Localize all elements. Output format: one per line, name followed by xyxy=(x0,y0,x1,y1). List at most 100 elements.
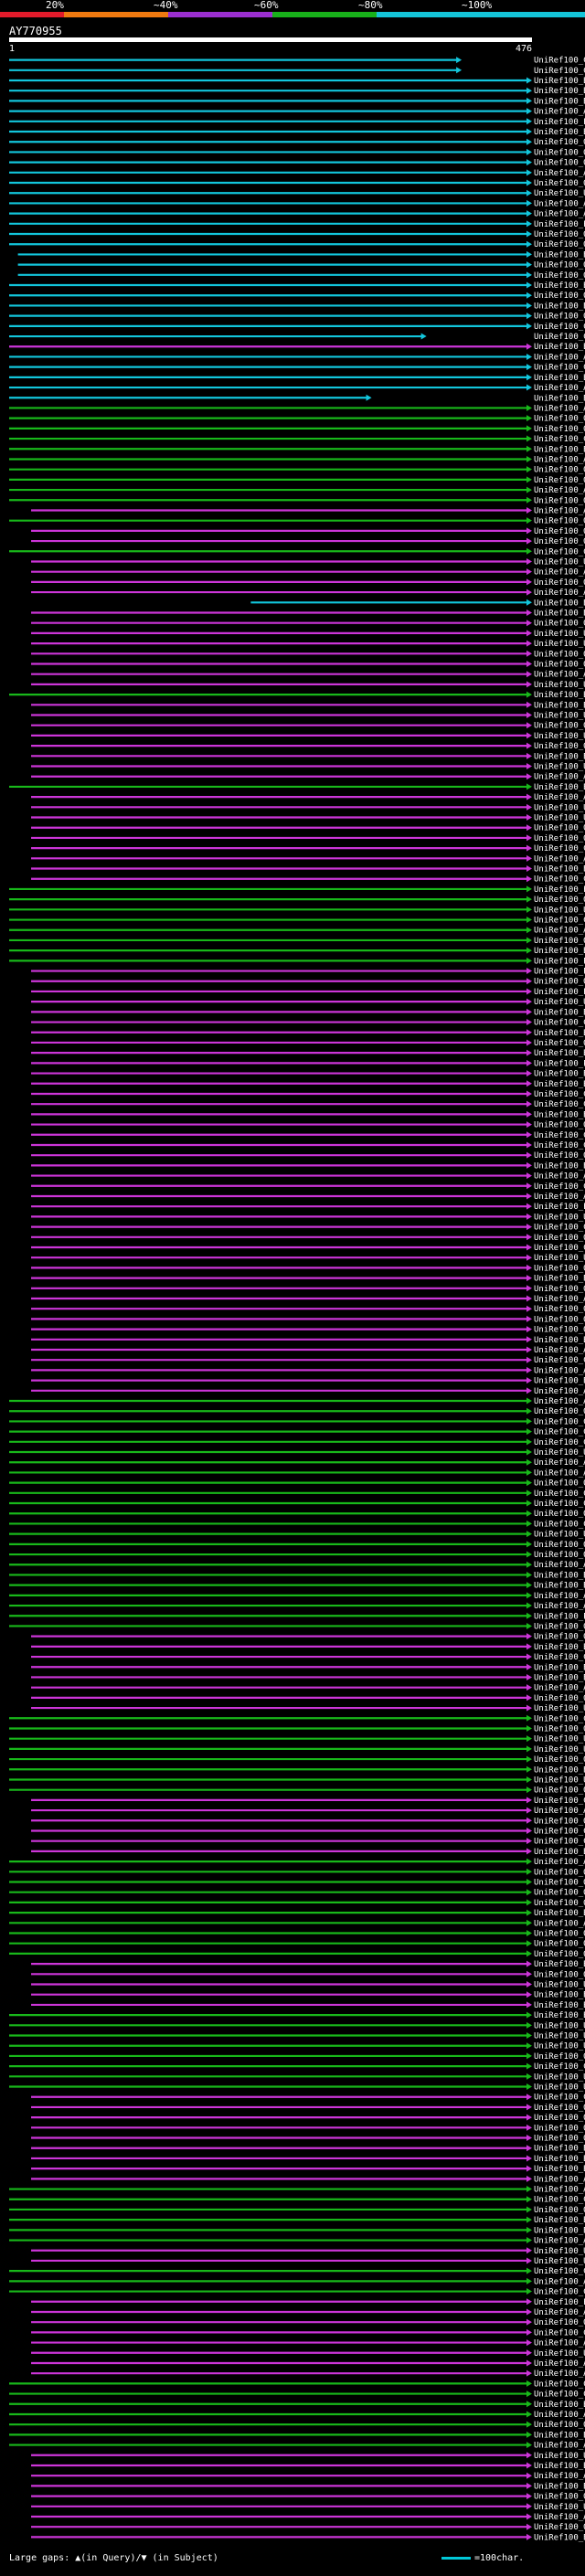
hit-label[interactable]: UniRef100_C6TJT5 xyxy=(534,57,585,66)
hit-row[interactable]: UniRef100_A7YBX2 xyxy=(31,588,585,598)
hit-row[interactable]: UniRef100_Q73YQ8 xyxy=(9,1786,585,1796)
hit-label[interactable]: UniRef100_UP1000.. xyxy=(534,2349,585,2359)
hit-label[interactable]: UniRef100_C6E7B1 xyxy=(534,875,585,885)
hit-label[interactable]: UniRef100_C3ZHE5 xyxy=(534,1224,585,1233)
hit-label[interactable]: UniRef100_C4PPU0 xyxy=(534,2390,585,2400)
hit-label[interactable]: UniRef100_UP1000.. xyxy=(534,630,585,639)
hit-row[interactable]: UniRef100_B4L3E2 xyxy=(31,1663,585,1672)
hit-label[interactable]: UniRef100_B9H8E2 xyxy=(534,2165,585,2174)
hit-label[interactable]: UniRef100_B0EQG2 xyxy=(534,1643,585,1652)
hit-label[interactable]: UniRef100_O4LVM1 xyxy=(534,1950,585,1959)
hit-label[interactable]: UniRef100_Q7K6Q8 xyxy=(534,1970,585,1979)
hit-label[interactable]: UniRef100_A9PVU7 xyxy=(534,2237,585,2246)
hit-label[interactable]: UniRef100_A8QBP0 xyxy=(534,671,585,680)
hit-label[interactable]: UniRef100_UP1000.. xyxy=(534,2032,585,2041)
hit-row[interactable]: UniRef100_A7SHM5 xyxy=(31,1295,585,1304)
hit-label[interactable]: UniRef100_A5DDM6 xyxy=(534,1346,585,1355)
hit-row[interactable]: UniRef100_C4R0U9 xyxy=(9,364,585,373)
hit-row[interactable]: UniRef100_UP1000.. xyxy=(31,2349,585,2359)
hit-row[interactable]: UniRef100_B6TMB2 xyxy=(17,250,585,260)
hit-label[interactable]: UniRef100_Q96460 xyxy=(534,1940,585,1949)
hit-row[interactable]: UniRef100_B3M5R2 xyxy=(9,2431,585,2440)
hit-row[interactable]: UniRef100_P38661 xyxy=(9,118,585,127)
hit-row[interactable]: UniRef100_UP1000.. xyxy=(9,2032,585,2041)
hit-label[interactable]: UniRef100_UP1000.. xyxy=(534,189,585,198)
hit-label[interactable]: UniRef100_Q5X7N3 xyxy=(534,2523,585,2532)
hit-label[interactable]: UniRef100_Q3YMU0 xyxy=(534,1878,585,1887)
hit-label[interactable]: UniRef100_A2QYX2 xyxy=(534,793,585,802)
hit-row[interactable]: UniRef100_B9FBN0 xyxy=(9,302,585,311)
hit-row[interactable]: UniRef100_B4KSD0 xyxy=(9,1582,585,1591)
hit-row[interactable]: UniRef100_B4MF04 xyxy=(31,2462,585,2471)
hit-label[interactable]: UniRef100_A7SHM5 xyxy=(534,1295,585,1304)
hit-row[interactable]: UniRef100_A9RHB2 xyxy=(9,1592,585,1601)
hit-row[interactable]: UniRef100_B7NZF1 xyxy=(31,1080,585,1089)
hit-label[interactable]: UniRef100_P0C204 xyxy=(534,1612,585,1621)
hit-label[interactable]: UniRef100_B0XZ97 xyxy=(534,2533,585,2542)
hit-label[interactable]: UniRef100_B9RLJ5 xyxy=(534,2145,585,2154)
hit-row[interactable]: UniRef100_Q9GRM1 xyxy=(31,1264,585,1273)
hit-label[interactable]: UniRef100_B6R9A9 xyxy=(534,947,585,956)
hit-label[interactable]: UniRef100_B9FBN0 xyxy=(534,302,585,311)
hit-row[interactable]: UniRef100_C4MB30 xyxy=(9,435,585,444)
hit-row[interactable]: UniRef100_UP1000.. xyxy=(9,1745,585,1754)
hit-label[interactable]: UniRef100_C1GR41 xyxy=(534,2288,585,2297)
hit-row[interactable]: UniRef100_UP1000.. xyxy=(31,640,585,649)
hit-row[interactable]: UniRef100_C3ZGN3 xyxy=(31,1827,585,1836)
hit-row[interactable]: UniRef100_UP1000.. xyxy=(31,763,585,772)
hit-row[interactable]: UniRef100_Q8GIA1 xyxy=(9,425,585,434)
hit-label[interactable]: UniRef100_P27773 xyxy=(534,1059,585,1068)
hit-row[interactable]: UniRef100_B4F8F4 xyxy=(31,1275,585,1284)
hit-row[interactable]: UniRef100_Q8T3B8 xyxy=(31,1285,585,1294)
hit-label[interactable]: UniRef100_A8NUE9 xyxy=(534,486,585,495)
hit-label[interactable]: UniRef100_Q43116 xyxy=(534,2493,585,2502)
hit-label[interactable]: UniRef100_C5FR91 xyxy=(534,1141,585,1150)
hit-label[interactable]: UniRef100_A4S633 xyxy=(534,2308,585,2317)
hit-row[interactable]: UniRef100_UP1000.. xyxy=(9,189,585,198)
hit-label[interactable]: UniRef100_Q4Q9C8 xyxy=(534,537,585,546)
hit-row[interactable]: UniRef100_C5PD92 xyxy=(31,844,585,853)
hit-label[interactable]: UniRef100_Q6CC54 xyxy=(534,1407,585,1416)
hit-row[interactable]: UniRef100_UP1000.. xyxy=(31,1704,585,1713)
hit-label[interactable]: UniRef100_C1G9W5 xyxy=(534,2196,585,2205)
hit-row[interactable]: UniRef100_UP1000.. xyxy=(31,803,585,812)
hit-label[interactable]: UniRef100_A7TFB1 xyxy=(534,1858,585,1867)
hit-label[interactable]: UniRef100_B2ZAP3 xyxy=(534,1377,585,1386)
hit-label[interactable]: UniRef100_Q0UE24 xyxy=(534,722,585,731)
hit-row[interactable]: UniRef100_B9H8E4 xyxy=(9,2401,585,2410)
hit-label[interactable]: UniRef100_A6U0Z1 xyxy=(534,404,585,413)
hit-label[interactable]: UniRef100_Q14SH4 xyxy=(534,138,585,147)
hit-label[interactable]: UniRef100_UP1000.. xyxy=(534,2042,585,2051)
hit-row[interactable]: UniRef100_B3RT11 xyxy=(31,1029,585,1038)
hit-row[interactable]: UniRef100_UP1000.. xyxy=(31,681,585,690)
hit-label[interactable]: UniRef100_B0EBU5 xyxy=(534,445,585,454)
hit-label[interactable]: UniRef100_C3YCF8 xyxy=(534,1838,585,1847)
hit-label[interactable]: UniRef100_Q81664 xyxy=(534,978,585,987)
hit-label[interactable]: UniRef100_A6S9T3 xyxy=(534,854,585,864)
hit-row[interactable]: UniRef100_C3ZFE3 xyxy=(31,1653,585,1662)
hit-row[interactable]: UniRef100_B7EN08 xyxy=(9,281,585,291)
hit-label[interactable]: UniRef100_Q8GIA1 xyxy=(534,425,585,434)
hit-row[interactable]: UniRef100_Q4SWE9 xyxy=(31,2124,585,2133)
hit-label[interactable]: UniRef100_UP1000.. xyxy=(534,2452,585,2461)
hit-row[interactable]: UniRef100_C6T9F8 xyxy=(9,67,585,76)
hit-label[interactable]: UniRef100_B4F8F4 xyxy=(534,1275,585,1284)
hit-label[interactable]: UniRef100_A6XKM2 xyxy=(534,1684,585,1693)
hit-label[interactable]: UniRef100_Q4QHI6 xyxy=(534,466,585,475)
hit-label[interactable]: UniRef100_Q6FY95 xyxy=(534,1724,585,1733)
hit-row[interactable]: UniRef100_P21195 xyxy=(31,2298,585,2307)
hit-row[interactable]: UniRef100_A9PVU7 xyxy=(9,2237,585,2246)
hit-row[interactable]: UniRef100_C1GR41 xyxy=(9,2288,585,2297)
hit-label[interactable]: UniRef100_Q9FUL2 xyxy=(534,1930,585,1939)
hit-row[interactable]: UniRef100_C5JYL8 xyxy=(9,1489,585,1499)
hit-row[interactable]: UniRef100_C5FR91 xyxy=(31,1141,585,1150)
hit-label[interactable]: UniRef100_C1M5P5 xyxy=(534,2380,585,2389)
hit-row[interactable]: UniRef100_Q5EMV2 xyxy=(31,1305,585,1314)
hit-row[interactable]: UniRef100_C3ZTP8 xyxy=(31,2328,585,2337)
hit-label[interactable]: UniRef100_C0NFM2 xyxy=(534,1100,585,1109)
hit-row[interactable]: UniRef100_A7NVF5 xyxy=(31,2513,585,2522)
hit-row[interactable]: UniRef100_P30101 xyxy=(31,968,585,977)
hit-label[interactable]: UniRef100_Q3U738 xyxy=(534,2318,585,2327)
hit-label[interactable]: UniRef100_Q6CKH9 xyxy=(534,1817,585,1826)
hit-row[interactable]: UniRef100_C0NFM2 xyxy=(31,1100,585,1109)
